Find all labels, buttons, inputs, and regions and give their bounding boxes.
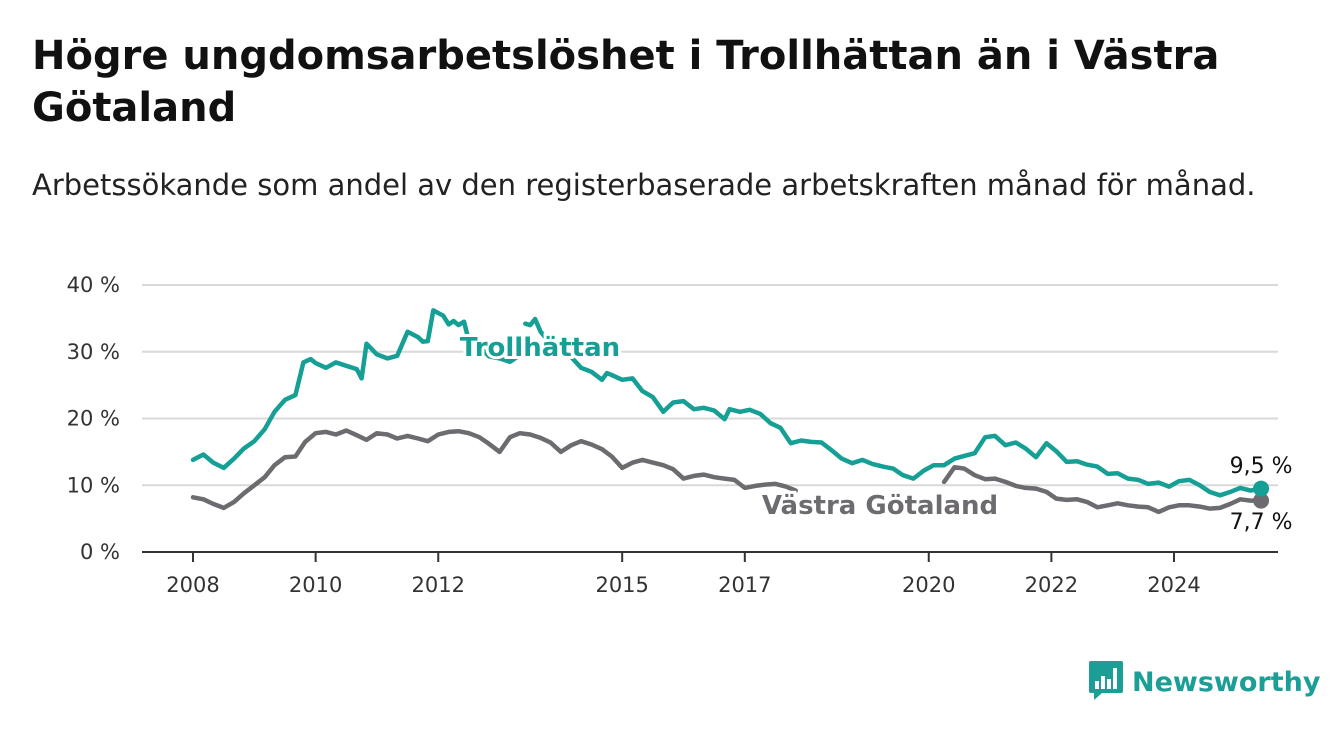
- end-point-vastra-gotaland: [1253, 492, 1270, 509]
- end-value-label-vastra-gotaland: 7,7 %: [1230, 510, 1293, 535]
- series-labels: Trollhättan Västra Götaland 9,5 % 7,7 %: [457, 330, 1295, 538]
- axis-ticks: 0 % 10 % 20 % 30 % 40 % 2008 2010 2012 2015 2017 2…: [67, 273, 1201, 597]
- x-tick-label: 2017: [718, 573, 771, 597]
- y-tick-label: 30 %: [67, 340, 120, 364]
- chart-title: Högre ungdomsarbetslöshet i Trollhättan …: [32, 33, 1220, 131]
- x-tick-label: 2020: [902, 573, 955, 597]
- chart-subtitle: Arbetssökande som andel av den registerb…: [32, 168, 1256, 202]
- end-point-trollhattan: [1253, 480, 1270, 497]
- end-value-label-trollhattan: 9,5 %: [1230, 454, 1293, 479]
- x-tick-label: 2024: [1147, 573, 1200, 597]
- series-label-trollhattan: Trollhättan: [460, 333, 620, 363]
- x-tick-label: 2010: [289, 573, 342, 597]
- brand-name: Newsworthy: [1132, 666, 1321, 698]
- series-label-vastra-gotaland: Västra Götaland: [762, 491, 998, 521]
- y-tick-label: 0 %: [80, 540, 120, 564]
- y-tick-label: 20 %: [67, 407, 120, 431]
- chart-badge-icon: [1088, 659, 1124, 705]
- series-line-vastra-gotaland: [190, 428, 1264, 515]
- series-line-trollhattan: [190, 308, 1264, 498]
- x-tick-label: 2022: [1025, 573, 1078, 597]
- gridlines: [142, 284, 1278, 553]
- x-tick-label: 2015: [595, 573, 648, 597]
- y-tick-label: 40 %: [67, 273, 120, 297]
- y-tick-label: 10 %: [67, 473, 120, 497]
- x-tick-label: 2008: [166, 573, 219, 597]
- x-tick-label: 2012: [412, 573, 465, 597]
- series-lines: [190, 308, 1270, 515]
- line-chart: 0 % 10 % 20 % 30 % 40 % 2008 2010 2012 2015 2017 2…: [67, 273, 1295, 597]
- brand-logo: Newsworthy: [1088, 660, 1320, 704]
